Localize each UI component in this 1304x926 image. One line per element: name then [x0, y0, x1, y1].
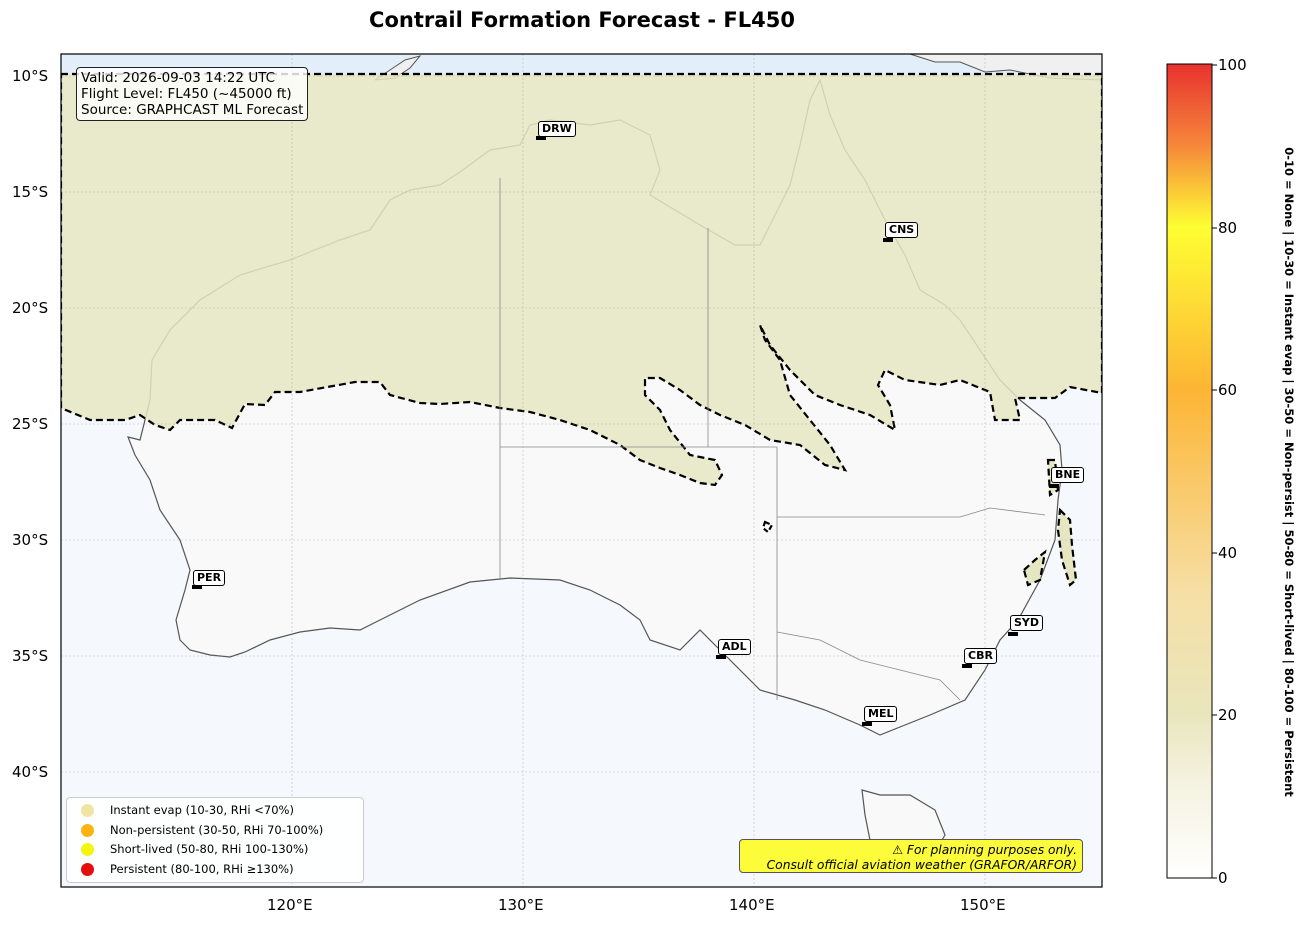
lat-tick: 10°S	[12, 67, 49, 85]
legend-label: Instant evap (10-30, RHi <70%)	[110, 803, 294, 817]
airport-label-adl: ADL	[718, 639, 751, 655]
graticule	[61, 54, 1102, 887]
valid-time: Valid: 2026-09-03 14:22 UTC	[81, 70, 276, 86]
top-band	[61, 54, 1102, 74]
lon-tick: 130°E	[498, 896, 544, 914]
airport-marker	[962, 664, 972, 668]
state-borders	[499, 178, 1046, 701]
lat-tick: 25°S	[12, 415, 49, 433]
lon-tick: 150°E	[960, 896, 1006, 914]
legend-swatch	[81, 823, 94, 837]
legend-swatch	[81, 842, 94, 856]
contrail-patch-east2	[1056, 507, 1078, 587]
legend-item: Instant evap (10-30, RHi <70%)	[81, 802, 294, 818]
legend-label: Short-lived (50-80, RHi 100-130%)	[110, 842, 309, 856]
colorbar-tick-label: 20	[1218, 706, 1238, 724]
airport-marker	[716, 655, 726, 659]
legend-item: Persistent (80-100, RHi ≥130%)	[81, 861, 294, 877]
lat-tick: 20°S	[12, 299, 49, 317]
forecast-source: Source: GRAPHCAST ML Forecast	[81, 102, 304, 118]
planning-warning: ⚠ For planning purposes only. Consult of…	[739, 839, 1083, 873]
map-legend: Instant evap (10-30, RHi <70%) Non-persi…	[66, 797, 364, 883]
legend-item: Non-persistent (30-50, RHi 70-100%)	[81, 822, 323, 838]
colorbar-label-text: 0-10 = None | 10-30 = Instant evap | 30-…	[1282, 147, 1296, 797]
colorbar-tick-label: 60	[1218, 381, 1238, 399]
forecast-info-box: Valid: 2026-09-03 14:22 UTC Flight Level…	[76, 67, 309, 121]
warning-line-1: ⚠ For planning purposes only.	[892, 843, 1077, 857]
warning-line-2: Consult official aviation weather (GRAFO…	[766, 858, 1077, 872]
colorbar-tick-label: 40	[1218, 544, 1238, 562]
legend-swatch	[81, 803, 94, 817]
flight-level: Flight Level: FL450 (~45000 ft)	[81, 86, 292, 102]
colorbar	[1166, 63, 1213, 879]
airport-marker	[1008, 632, 1018, 636]
colorbar-label: 0-10 = None | 10-30 = Instant evap | 30-…	[1280, 72, 1298, 872]
lon-tick: 120°E	[267, 896, 313, 914]
colorbar-tick-label: 100	[1218, 56, 1247, 74]
airport-marker	[1049, 484, 1059, 488]
airport-marker	[862, 722, 872, 726]
lat-tick: 15°S	[12, 183, 49, 201]
legend-label: Non-persistent (30-50, RHi 70-100%)	[110, 823, 324, 837]
contrail-patch-central	[761, 520, 774, 534]
legend-swatch	[81, 862, 94, 876]
airport-label-drw: DRW	[538, 121, 576, 137]
airport-marker	[883, 238, 893, 242]
legend-label: Persistent (80-100, RHi ≥130%)	[110, 862, 294, 876]
colorbar-tick-label: 80	[1218, 219, 1238, 237]
airport-marker	[536, 136, 546, 140]
lat-tick: 35°S	[12, 647, 49, 665]
map-frame	[60, 53, 1103, 888]
map-title: Contrail Formation Forecast - FL450	[369, 8, 795, 32]
contrail-patch-east3	[1022, 549, 1047, 587]
airport-label-mel: MEL	[864, 706, 898, 722]
colorbar-ticks	[1212, 64, 1217, 879]
airport-label-per: PER	[193, 570, 226, 586]
airport-label-bne: BNE	[1051, 467, 1085, 483]
airport-label-cbr: CBR	[964, 648, 997, 664]
legend-item: Short-lived (50-80, RHi 100-130%)	[81, 841, 308, 857]
airport-label-cns: CNS	[885, 222, 919, 238]
airport-markers	[192, 136, 1059, 726]
lon-tick: 140°E	[729, 896, 775, 914]
airport-marker	[192, 585, 202, 589]
lat-tick: 30°S	[12, 531, 49, 549]
airport-label-syd: SYD	[1010, 615, 1044, 631]
lat-tick: 40°S	[12, 763, 49, 781]
contrail-zone	[61, 72, 1102, 487]
colorbar-tick-label: 0	[1218, 869, 1228, 887]
